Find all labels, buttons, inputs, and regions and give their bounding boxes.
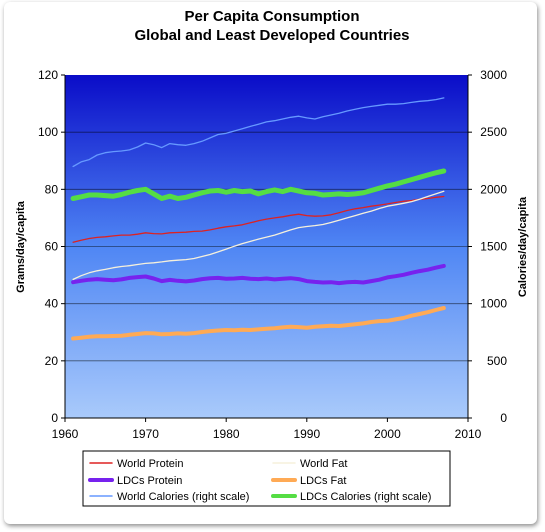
y-tick-label: 100 [38, 125, 58, 139]
legend-label-ldcs-fat: LDCs Fat [300, 475, 346, 487]
y-tick-label: 80 [45, 182, 59, 196]
y-tick-label: 20 [45, 354, 59, 368]
axes: 0 20 40 60 80 100 120 0 500 1000 1500 2000 2500 3000 1… [38, 68, 507, 441]
y2-axis-title: Calories/day/capita [517, 196, 529, 297]
legend-label-ldcs-protein: LDCs Protein [117, 475, 182, 487]
chart-subtitle: Global and Least Developed Countries [134, 27, 409, 44]
series-line-world-fat [72, 190, 445, 281]
y2-tick-label: 0 [500, 411, 507, 425]
series-line-ldcs-calories-right-scale [70, 168, 447, 201]
y2-tick-label: 2000 [480, 182, 507, 196]
y-axis-title: Grams/day/capita [15, 200, 27, 293]
x-tick-label: 1980 [213, 427, 240, 441]
y2-tick-label: 1500 [480, 240, 507, 254]
series-line-world-calories-right-scale [72, 97, 445, 168]
y-tick-label: 40 [45, 297, 59, 311]
y-tick-label: 0 [51, 411, 58, 425]
series-line-ldcs-protein [71, 263, 446, 286]
y-tick-label: 60 [45, 240, 59, 254]
y2-tick-label: 1000 [480, 297, 507, 311]
legend-box [82, 450, 451, 507]
series-line-world-protein [72, 195, 445, 243]
legend-label-world-calories-right-scale: World Calories (right scale) [117, 491, 249, 503]
y-tick-label: 120 [38, 68, 58, 82]
legend: World Protein World Fat LDCs Protein LDCs F… [82, 450, 451, 507]
y2-tick-label: 3000 [480, 68, 507, 82]
y2-tick-label: 2500 [480, 125, 507, 139]
x-tick-label: 1970 [132, 427, 159, 441]
series-lines [70, 97, 447, 341]
chart-title: Per Capita Consumption [184, 8, 359, 25]
series-line-ldcs-fat [71, 306, 446, 341]
legend-label-world-protein: World Protein [117, 458, 183, 470]
x-tick-label: 2010 [455, 427, 482, 441]
x-tick-label: 1990 [293, 427, 320, 441]
x-tick-label: 2000 [374, 427, 401, 441]
y2-tick-label: 500 [487, 354, 507, 368]
x-tick-label: 1960 [52, 427, 79, 441]
legend-label-world-fat: World Fat [300, 458, 347, 470]
legend-label-ldcs-calories-right-scale: LDCs Calories (right scale) [300, 491, 431, 503]
